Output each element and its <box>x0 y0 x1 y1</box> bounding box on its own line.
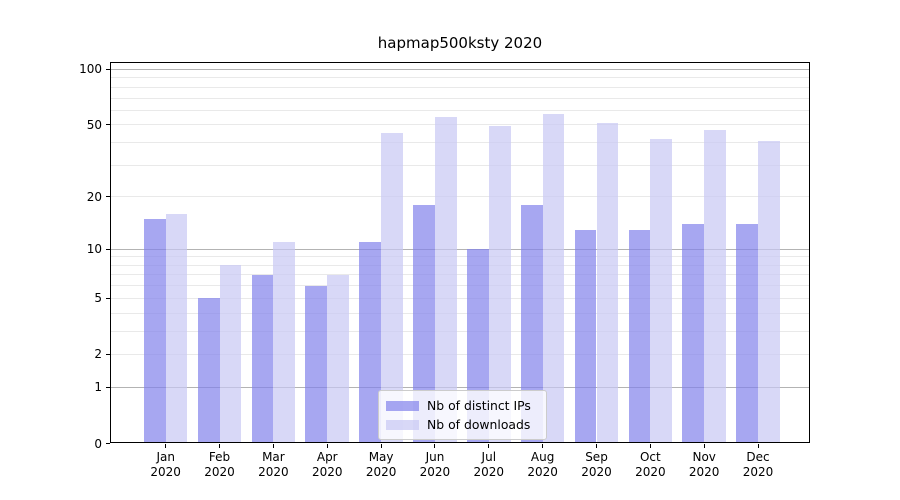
x-tick-label: Dec 2020 <box>742 450 774 479</box>
bar-distinct-ips-may-2020 <box>359 242 382 444</box>
bar-distinct-ips-jan-2020 <box>143 218 166 444</box>
legend: Nb of distinct IPs Nb of downloads <box>378 390 547 440</box>
y-tick-label: 2 <box>94 347 102 362</box>
bar-distinct-ips-jun-2020 <box>413 204 435 444</box>
x-tick-label: Oct 2020 <box>635 450 666 479</box>
bar-downloads-feb-2020 <box>219 265 242 444</box>
x-tick-label: Apr 2020 <box>311 450 343 479</box>
y-tick-mark <box>106 248 110 250</box>
y-tick-mark <box>106 297 110 299</box>
gridline-minor <box>111 353 809 355</box>
x-tick-label: Jan 2020 <box>150 450 181 479</box>
bar-downloads-mar-2020 <box>273 242 296 444</box>
y-tick-label: 0 <box>94 436 102 451</box>
gridline-major <box>111 248 809 250</box>
y-tick-label: 50 <box>86 117 102 132</box>
gridline-major <box>111 68 809 70</box>
y-tick-mark <box>106 386 110 388</box>
x-tick-label: Feb 2020 <box>204 450 235 479</box>
gridline-minor <box>111 86 809 88</box>
bar-downloads-jan-2020 <box>165 213 188 444</box>
gridline-minor <box>111 285 809 287</box>
x-tick-mark <box>488 444 490 448</box>
bar-distinct-ips-oct-2020 <box>628 229 651 444</box>
gridline-major <box>111 386 809 388</box>
gridline-minor <box>111 297 809 299</box>
x-tick-mark <box>703 444 705 448</box>
x-tick-mark <box>434 444 436 448</box>
legend-label-downloads: Nb of downloads <box>427 417 531 432</box>
gridline-minor <box>111 256 809 258</box>
bar-downloads-dec-2020 <box>758 140 780 444</box>
gridline-minor <box>111 142 809 144</box>
x-tick-mark <box>165 444 167 448</box>
x-tick-label: Mar 2020 <box>258 450 289 479</box>
bar-distinct-ips-apr-2020 <box>305 285 328 444</box>
gridline-minor <box>111 264 809 266</box>
x-tick-label: Jun 2020 <box>419 450 451 479</box>
gridline-minor <box>111 274 809 276</box>
bar-downloads-jul-2020 <box>488 126 511 444</box>
bar-distinct-ips-dec-2020 <box>736 224 759 444</box>
y-tick-label: 1 <box>94 380 102 395</box>
bar-downloads-may-2020 <box>381 133 403 444</box>
x-tick-label: Aug 2020 <box>527 450 558 479</box>
y-tick-mark <box>106 353 110 355</box>
x-tick-mark <box>757 444 759 448</box>
x-tick-label: Sep 2020 <box>581 450 612 479</box>
gridline-minor <box>111 330 809 332</box>
gridline-minor <box>111 109 809 111</box>
y-tick-mark <box>106 443 110 444</box>
x-tick-mark <box>326 444 328 448</box>
gridline-minor <box>111 124 809 126</box>
bar-distinct-ips-nov-2020 <box>682 224 705 444</box>
x-tick-mark <box>272 444 274 448</box>
x-tick-mark <box>596 444 597 448</box>
x-tick-label: Nov 2020 <box>688 450 720 479</box>
legend-swatch-distinct-ips <box>386 400 419 411</box>
gridline-minor <box>111 77 809 79</box>
y-tick-label: 10 <box>86 242 102 257</box>
bar-downloads-jun-2020 <box>434 117 457 444</box>
bar-downloads-nov-2020 <box>704 129 726 444</box>
legend-item-downloads: Nb of downloads <box>386 415 538 434</box>
x-tick-mark <box>542 444 544 448</box>
gridline-minor <box>111 97 809 99</box>
gridline-minor <box>111 196 809 198</box>
bar-downloads-oct-2020 <box>650 138 673 444</box>
bar-distinct-ips-feb-2020 <box>197 298 220 444</box>
x-tick-mark <box>219 444 221 448</box>
bar-distinct-ips-aug-2020 <box>520 204 543 444</box>
gridline-minor <box>111 312 809 314</box>
bar-distinct-ips-mar-2020 <box>251 274 274 444</box>
bar-downloads-apr-2020 <box>327 274 350 444</box>
y-tick-label: 5 <box>94 291 102 306</box>
bar-downloads-sep-2020 <box>596 123 619 444</box>
bar-distinct-ips-sep-2020 <box>574 229 597 444</box>
x-tick-label: Jul 2020 <box>473 450 505 479</box>
x-tick-label: May 2020 <box>365 450 397 479</box>
gridline-minor <box>111 164 809 166</box>
bar-downloads-aug-2020 <box>542 114 565 444</box>
x-tick-mark <box>380 444 382 448</box>
y-tick-mark <box>106 124 110 126</box>
y-tick-mark <box>106 68 110 70</box>
y-tick-label: 20 <box>86 189 102 204</box>
y-tick-mark <box>106 196 110 198</box>
legend-label-distinct-ips: Nb of distinct IPs <box>427 398 531 413</box>
legend-item-distinct-ips: Nb of distinct IPs <box>386 396 538 415</box>
legend-swatch-downloads <box>386 419 419 430</box>
y-tick-label: 100 <box>79 62 102 77</box>
x-tick-mark <box>649 444 651 448</box>
chart-title: hapmap500ksty 2020 <box>377 34 543 52</box>
